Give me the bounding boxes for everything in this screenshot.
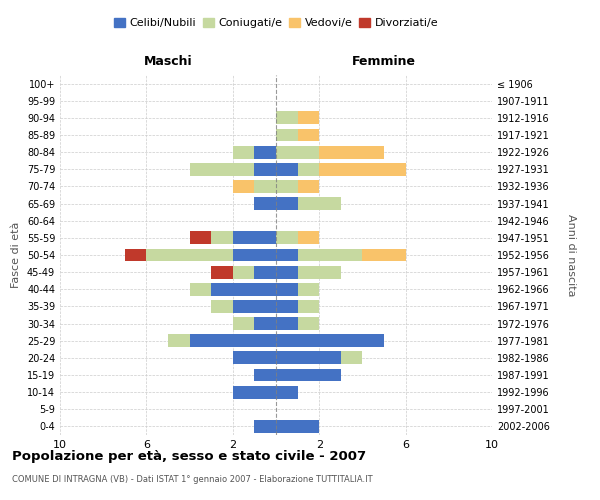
Bar <box>254 146 276 158</box>
Bar <box>298 163 319 175</box>
Text: Popolazione per età, sesso e stato civile - 2007: Popolazione per età, sesso e stato civil… <box>12 450 366 463</box>
Bar <box>298 283 319 296</box>
Y-axis label: Fasce di età: Fasce di età <box>11 222 21 288</box>
Bar <box>298 248 362 262</box>
Bar <box>211 266 233 278</box>
Bar <box>276 146 319 158</box>
Bar <box>190 163 254 175</box>
Bar <box>362 248 406 262</box>
Bar <box>276 352 341 364</box>
Bar <box>298 180 319 193</box>
Bar <box>276 248 298 262</box>
Bar <box>298 112 319 124</box>
Bar <box>233 232 276 244</box>
Bar <box>276 180 298 193</box>
Bar <box>190 334 276 347</box>
Bar <box>190 283 211 296</box>
Bar <box>276 368 341 382</box>
Bar <box>211 283 276 296</box>
Bar <box>233 317 254 330</box>
Bar <box>298 128 319 141</box>
Bar <box>146 248 233 262</box>
Bar <box>254 317 276 330</box>
Bar <box>233 352 276 364</box>
Bar <box>254 420 276 433</box>
Bar <box>233 266 254 278</box>
Bar <box>233 180 254 193</box>
Bar <box>319 146 384 158</box>
Bar <box>276 300 298 313</box>
Bar <box>211 232 233 244</box>
Bar <box>233 300 276 313</box>
Bar <box>233 146 254 158</box>
Bar <box>125 248 146 262</box>
Bar <box>276 317 298 330</box>
Bar <box>276 334 384 347</box>
Bar <box>254 180 276 193</box>
Bar <box>168 334 190 347</box>
Bar <box>254 197 276 210</box>
Text: Femmine: Femmine <box>352 55 416 68</box>
Bar <box>190 232 211 244</box>
Bar <box>211 300 233 313</box>
Bar <box>276 283 298 296</box>
Bar <box>254 266 276 278</box>
Legend: Celibi/Nubili, Coniugati/e, Vedovi/e, Divorziati/e: Celibi/Nubili, Coniugati/e, Vedovi/e, Di… <box>112 16 440 30</box>
Text: COMUNE DI INTRAGNA (VB) - Dati ISTAT 1° gennaio 2007 - Elaborazione TUTTITALIA.I: COMUNE DI INTRAGNA (VB) - Dati ISTAT 1° … <box>12 475 373 484</box>
Text: Maschi: Maschi <box>143 55 193 68</box>
Bar <box>276 197 298 210</box>
Bar <box>298 197 341 210</box>
Bar <box>254 163 276 175</box>
Bar <box>233 248 276 262</box>
Bar <box>276 112 298 124</box>
Y-axis label: Anni di nascita: Anni di nascita <box>566 214 577 296</box>
Bar <box>233 386 276 398</box>
Bar <box>298 300 319 313</box>
Bar <box>276 163 298 175</box>
Bar <box>276 420 319 433</box>
Bar <box>276 232 298 244</box>
Bar <box>276 128 298 141</box>
Bar <box>254 368 276 382</box>
Bar <box>276 266 298 278</box>
Bar <box>319 163 406 175</box>
Bar <box>298 232 319 244</box>
Bar <box>298 317 319 330</box>
Bar <box>298 266 341 278</box>
Bar <box>276 386 298 398</box>
Bar <box>341 352 362 364</box>
